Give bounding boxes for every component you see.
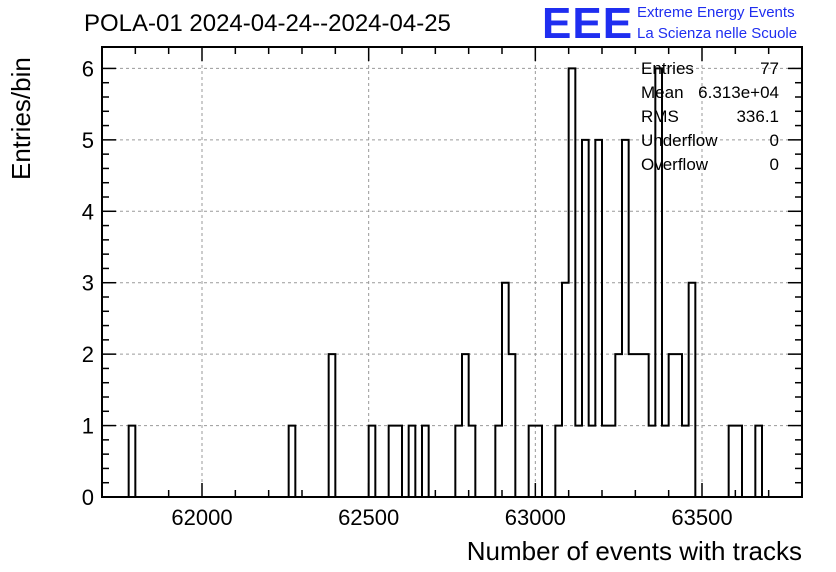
stat-name: RMS — [641, 107, 679, 126]
stats-box: Entries 77 Mean 6.313e+04 RMS 336.1 Unde… — [641, 59, 779, 179]
y-tick-label: 4 — [82, 199, 94, 224]
histogram-bin — [602, 426, 609, 497]
x-tick-label: 62500 — [338, 505, 399, 530]
x-tick-label: 63000 — [505, 505, 566, 530]
stat-row-rms: RMS 336.1 — [641, 107, 779, 131]
histogram-bin — [662, 426, 669, 497]
x-axis-label: Number of events with tracks — [466, 536, 802, 566]
stat-name: Overflow — [641, 155, 709, 174]
stat-value: 0 — [769, 155, 779, 174]
stat-name: Entries — [641, 59, 694, 78]
histogram-bin — [589, 426, 596, 497]
eee-logo: EEE — [542, 0, 634, 48]
y-tick-label: 1 — [82, 414, 94, 439]
logo-line-1: Extreme Energy Events — [637, 4, 795, 21]
y-tick-label: 5 — [82, 128, 94, 153]
stat-name: Mean — [641, 83, 684, 102]
plot-frame — [101, 46, 803, 498]
stat-value: 6.313e+04 — [698, 83, 779, 102]
y-axis-label: Entries/bin — [6, 57, 36, 180]
stat-row-mean: Mean 6.313e+04 — [641, 83, 779, 107]
stat-row-underflow: Underflow 0 — [641, 131, 779, 155]
stat-value: 0 — [769, 131, 779, 150]
logo-line-2: La Scienza nelle Scuole — [637, 25, 798, 42]
y-tick-label: 2 — [82, 342, 94, 367]
stat-value: 77 — [760, 59, 779, 78]
histogram-bin — [609, 426, 616, 497]
y-tick-label: 6 — [82, 56, 94, 81]
chart-title: POLA-01 2024-04-24--2024-04-25 — [84, 10, 451, 37]
stat-row-entries: Entries 77 — [641, 59, 779, 83]
x-tick-label: 62000 — [171, 505, 232, 530]
stat-value: 336.1 — [736, 107, 779, 126]
histogram-bin — [469, 426, 476, 497]
y-tick-label: 3 — [82, 271, 94, 296]
histogram-bin — [649, 426, 656, 497]
histogram-bin — [575, 426, 582, 497]
stat-row-overflow: Overflow 0 — [641, 155, 779, 179]
stat-name: Underflow — [641, 131, 718, 150]
y-tick-label: 0 — [82, 485, 94, 510]
x-tick-label: 63500 — [671, 505, 732, 530]
histogram-bin — [682, 426, 689, 497]
histogram-outline — [127, 67, 763, 497]
